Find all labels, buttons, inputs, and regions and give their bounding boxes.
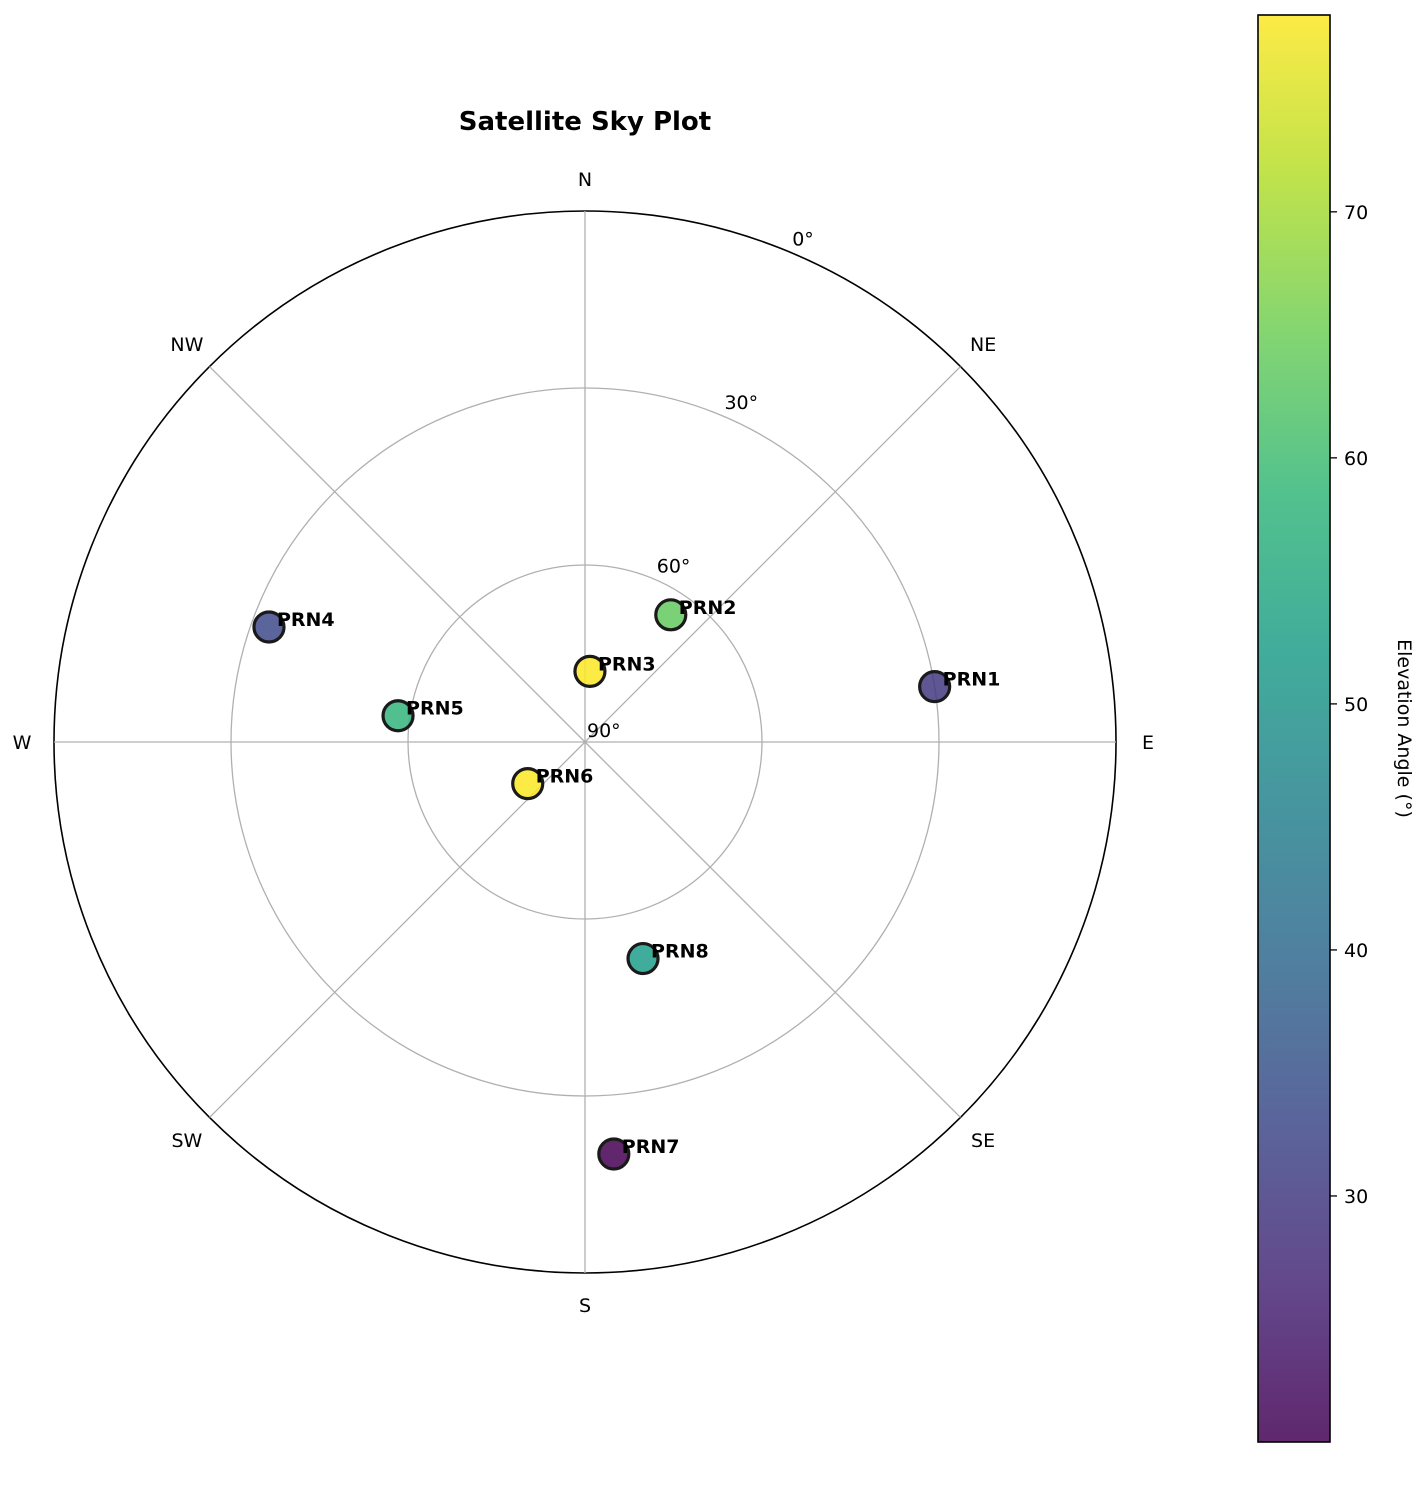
satellite-label-prn4: PRN4 bbox=[277, 609, 335, 631]
satellite-point-prn8 bbox=[626, 941, 660, 976]
azimuth-gridline-se bbox=[584, 741, 961, 1118]
elevation-label-0: 0° bbox=[792, 228, 814, 250]
satellite-label-prn5: PRN5 bbox=[406, 698, 464, 720]
elevation-label-30: 30° bbox=[724, 392, 758, 414]
direction-label-nw: NW bbox=[170, 334, 203, 356]
direction-label-se: SE bbox=[971, 1130, 995, 1152]
satellite-point-prn4 bbox=[252, 610, 286, 644]
direction-label-s: S bbox=[579, 1295, 591, 1317]
satellite-label-prn3: PRN3 bbox=[598, 653, 656, 675]
direction-label-w: W bbox=[13, 732, 32, 754]
satellite-label-prn6: PRN6 bbox=[536, 766, 594, 788]
colorbar-tick-label-50: 50 bbox=[1344, 694, 1368, 716]
satellite-label-prn7: PRN7 bbox=[622, 1136, 680, 1158]
satellite-point-prn7 bbox=[597, 1137, 631, 1171]
satellite-label-prn2: PRN2 bbox=[679, 597, 737, 619]
direction-label-n: N bbox=[578, 169, 592, 191]
elevation-ring-labels: 0° 30° 60° 90° bbox=[587, 228, 814, 742]
satellite-point-prn3 bbox=[573, 654, 607, 688]
azimuth-gridline-sw bbox=[209, 741, 586, 1118]
colorbar-tick-label-30: 30 bbox=[1344, 1186, 1368, 1208]
satellite-points: PRN1 PRN2 PRN3 PRN4 PRN5 PRN6 PRN7 PRN8 bbox=[252, 597, 1001, 1171]
direction-label-ne: NE bbox=[970, 334, 996, 356]
colorbar-gradient bbox=[1257, 14, 1331, 1443]
satellite-point-prn5 bbox=[381, 699, 415, 733]
colorbar-label: Elevation Angle (°) bbox=[1393, 639, 1415, 818]
elevation-label-90: 90° bbox=[587, 720, 621, 742]
elevation-label-60: 60° bbox=[657, 555, 691, 577]
satellite-label-prn8: PRN8 bbox=[651, 941, 709, 963]
azimuth-gridline-nw bbox=[209, 366, 586, 743]
satellite-point-prn2 bbox=[654, 598, 688, 632]
colorbar-tick-label-70: 70 bbox=[1344, 202, 1368, 224]
polar-grid bbox=[53, 210, 1117, 1274]
direction-label-e: E bbox=[1142, 732, 1154, 754]
satellite-point-prn6 bbox=[511, 767, 545, 801]
colorbar-tick-label-40: 40 bbox=[1344, 940, 1368, 962]
satellite-label-prn1: PRN1 bbox=[943, 669, 1001, 691]
colorbar: 30 40 50 60 70 Elevation Angle (°) bbox=[1257, 14, 1415, 1443]
direction-label-sw: SW bbox=[171, 1130, 202, 1152]
satellite-point-prn1 bbox=[918, 670, 952, 704]
colorbar-tick-label-60: 60 bbox=[1344, 448, 1368, 470]
azimuth-gridline-ne bbox=[584, 366, 961, 743]
chart-title: Satellite Sky Plot bbox=[459, 107, 711, 137]
direction-labels: N NE E SE S SW W NW bbox=[13, 169, 1154, 1317]
